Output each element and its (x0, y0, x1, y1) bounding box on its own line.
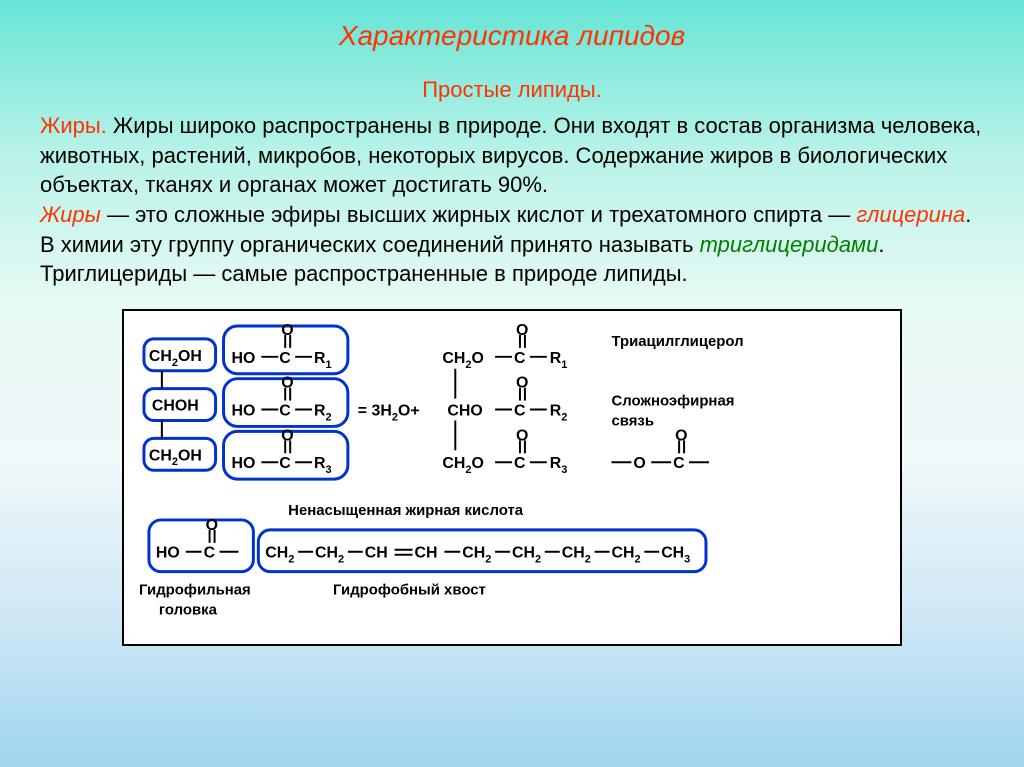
svg-text:CH: CH (365, 545, 388, 562)
svg-text:C: C (279, 455, 291, 472)
svg-text:C: C (514, 403, 526, 420)
svg-text:C: C (673, 455, 685, 472)
svg-text:HO: HO (156, 545, 180, 562)
hydrophobic-label: Гидрофобный хвост (333, 582, 486, 599)
svg-text:R3: R3 (550, 455, 568, 476)
svg-text:C: C (279, 350, 291, 367)
fats-label-2: Жиры (40, 202, 101, 227)
svg-text:= 3H2O+: = 3H2O+ (358, 403, 420, 424)
svg-text:CH2OH: CH2OH (149, 447, 202, 468)
svg-text:CH2: CH2 (562, 545, 591, 566)
svg-text:CH3: CH3 (661, 545, 690, 566)
para2-text1: — это сложные эфиры высших жирных кислот… (101, 202, 857, 227)
svg-text:R1: R1 (314, 350, 332, 371)
svg-text:CH2O: CH2O (442, 350, 483, 371)
svg-text:CH2OH: CH2OH (149, 348, 202, 369)
svg-text:R2: R2 (314, 403, 332, 424)
hydrophilic-label: Гидрофильная (139, 582, 251, 599)
glycerin-label: глицерина (856, 202, 965, 227)
svg-text:O: O (281, 427, 293, 444)
svg-text:C: C (204, 545, 216, 562)
svg-text:O: O (633, 455, 645, 472)
svg-text:CHO: CHO (447, 403, 482, 420)
svg-text:O: O (516, 322, 528, 339)
svg-text:O: O (516, 375, 528, 392)
unsaturated-label: Ненасыщенная жирная кислота (288, 502, 524, 519)
triacylglycerol-label: Триацилглицерол (611, 333, 743, 350)
svg-text:O: O (281, 375, 293, 392)
svg-text:HO: HO (231, 455, 255, 472)
svg-text:O: O (281, 322, 293, 339)
svg-text:CH2: CH2 (611, 545, 640, 566)
svg-text:CH2: CH2 (512, 545, 541, 566)
svg-text:HO: HO (231, 403, 255, 420)
fats-label-1: Жиры. (40, 113, 107, 138)
page-title: Характеристика липидов (40, 20, 984, 52)
body-text: Жиры. Жиры широко распространены в приро… (40, 111, 984, 289)
svg-text:связь: связь (611, 413, 654, 430)
svg-text:R2: R2 (550, 403, 568, 424)
svg-text:CH2: CH2 (462, 545, 491, 566)
para1-text: Жиры широко распространены в природе. Он… (40, 113, 981, 197)
svg-text:HO: HO (231, 350, 255, 367)
paragraph-2: Жиры — это сложные эфиры высших жирных к… (40, 200, 984, 289)
triglycerides-label: триглицеридами (700, 232, 879, 257)
svg-text:O: O (516, 427, 528, 444)
svg-text:CH: CH (415, 545, 438, 562)
svg-text:R3: R3 (314, 455, 332, 476)
svg-text:R1: R1 (550, 350, 568, 371)
svg-text:C: C (279, 403, 291, 420)
svg-text:CH2O: CH2O (442, 455, 483, 476)
svg-text:O: O (206, 517, 218, 534)
svg-text:C: C (514, 350, 526, 367)
page-subtitle: Простые липиды. (40, 77, 984, 103)
ester-bond-label: Сложноэфирная (611, 393, 734, 410)
svg-text:головка: головка (159, 602, 218, 619)
svg-text:C: C (514, 455, 526, 472)
svg-text:O: O (675, 427, 687, 444)
chemical-diagram: CH2OH CHOH CH2OH HO C O R1 HO C O R2 HO (122, 309, 902, 646)
svg-text:CH2: CH2 (265, 545, 294, 566)
svg-text:CH2: CH2 (315, 545, 344, 566)
diagram-svg: CH2OH CHOH CH2OH HO C O R1 HO C O R2 HO (134, 321, 890, 629)
paragraph-1: Жиры. Жиры широко распространены в приро… (40, 111, 984, 200)
svg-text:CHOH: CHOH (152, 398, 199, 415)
